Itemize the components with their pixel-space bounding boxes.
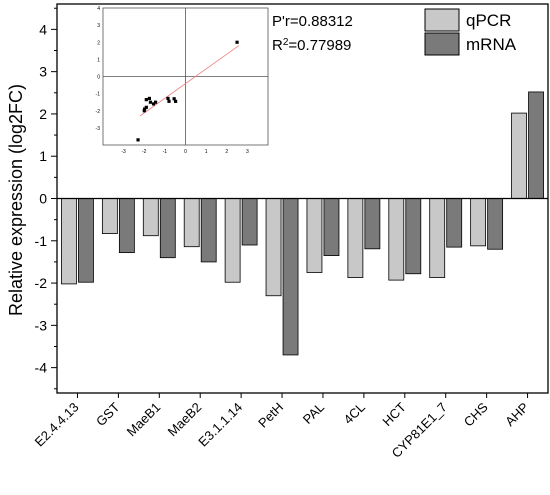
x-tick-label: E2.4.4.13 (32, 400, 82, 450)
y-tick-label: -2 (35, 275, 48, 291)
x-tick-label: HCT (379, 399, 409, 429)
legend-label-qpcr: qPCR (466, 11, 511, 30)
y-tick-label: 0 (39, 191, 47, 207)
bar-mrna-maeb1 (159, 198, 176, 259)
x-tick-label: MaeB1 (124, 400, 164, 440)
inset-point (166, 96, 170, 101)
bar-mrna-4cl (364, 198, 381, 250)
x-tick-label: PetH (255, 400, 286, 431)
inset-annotation-r2: R2=0.77989 (272, 37, 351, 55)
bar-qpcr-4cl (347, 198, 364, 278)
inset-point (153, 100, 158, 104)
inset-x-tick-label: 3 (246, 149, 249, 155)
y-tick-label: -3 (35, 317, 48, 333)
x-tick-label: MaeB2 (165, 400, 205, 440)
inset-point (235, 40, 239, 44)
inset-point (144, 98, 148, 102)
y-tick-label: -4 (35, 360, 48, 376)
y-tick-label: 3 (39, 64, 47, 80)
bar-qpcr-gst (101, 198, 118, 234)
bar-qpcr-peth (265, 198, 282, 297)
inset-y-tick-label: 1 (97, 57, 100, 63)
inset-x-tick-label: -1 (163, 149, 168, 155)
legend-swatch-qpcr (424, 8, 460, 32)
bar-qpcr-maeb1 (142, 198, 159, 237)
x-tick-label: GST (93, 399, 123, 429)
bar-mrna-gst (118, 198, 135, 254)
inset-point (174, 99, 178, 103)
bar-mrna-e3-1-1-14 (241, 198, 258, 246)
inset-y-tick-label: 0 (97, 75, 100, 81)
inset-y-tick-label: 4 (97, 6, 100, 12)
legend-swatch-mrna (424, 32, 460, 56)
inset-annotation-pr: P'r=0.88312 (272, 13, 353, 30)
inset-y-tick-label: -1 (96, 92, 101, 98)
x-tick-label: E3.1.1.14 (195, 400, 245, 450)
bar-mrna-pal (323, 198, 340, 256)
x-tick-label: 4CL (341, 400, 368, 427)
inset-point (151, 102, 156, 106)
inset-point (143, 107, 147, 111)
x-tick-label: PAL (300, 400, 327, 427)
y-axis-label: Relative expression (log2FC) (6, 84, 26, 316)
inset-point (172, 97, 176, 101)
y-tick-label: 2 (39, 106, 47, 122)
bar-qpcr-e3-1-1-14 (224, 198, 241, 283)
bar-mrna-e2-4-4-13 (78, 198, 94, 283)
inset-point (167, 99, 171, 103)
legend-label-mrna: mRNA (466, 35, 517, 54)
inset-point (136, 138, 140, 142)
x-tick-label: CHS (461, 399, 491, 429)
bar-mrna-hct (405, 198, 422, 275)
bar-qpcr-ahp (511, 112, 527, 199)
bar-qpcr-hct (388, 198, 405, 281)
inset-y-tick-label: 2 (97, 40, 100, 46)
inset-point (144, 105, 148, 109)
y-tick-label: 4 (39, 21, 47, 37)
bar-mrna-maeb2 (200, 198, 217, 263)
bar-qpcr-cyp81e1-7 (429, 198, 446, 278)
bar-mrna-cyp81e1-7 (446, 198, 463, 248)
inset-x-tick-label: 1 (205, 149, 208, 155)
inset-x-tick-label: -2 (142, 149, 147, 155)
inset-y-tick-label: 3 (97, 23, 100, 29)
bar-qpcr-pal (306, 198, 323, 273)
inset-point (147, 96, 152, 101)
inset-x-tick-label: 2 (225, 149, 228, 155)
y-tick-label: -1 (35, 233, 48, 249)
inset-point (142, 109, 146, 113)
y-tick-label: 1 (39, 148, 47, 164)
x-tick-label: AHP (502, 400, 532, 430)
bar-qpcr-chs (470, 198, 487, 247)
inset-trendline (139, 45, 240, 117)
inset-y-tick-label: -3 (96, 126, 101, 132)
inset-x-tick-label: 0 (184, 149, 187, 155)
inset-y-tick-label: -2 (96, 109, 101, 115)
bar-mrna-ahp (528, 91, 544, 199)
bar-mrna-chs (487, 198, 504, 250)
inset-x-tick-label: -3 (121, 149, 126, 155)
inset-point (148, 100, 153, 104)
bar-qpcr-e2-4-4-13 (61, 198, 77, 285)
bar-mrna-peth (282, 198, 299, 356)
bar-qpcr-maeb2 (183, 198, 200, 248)
